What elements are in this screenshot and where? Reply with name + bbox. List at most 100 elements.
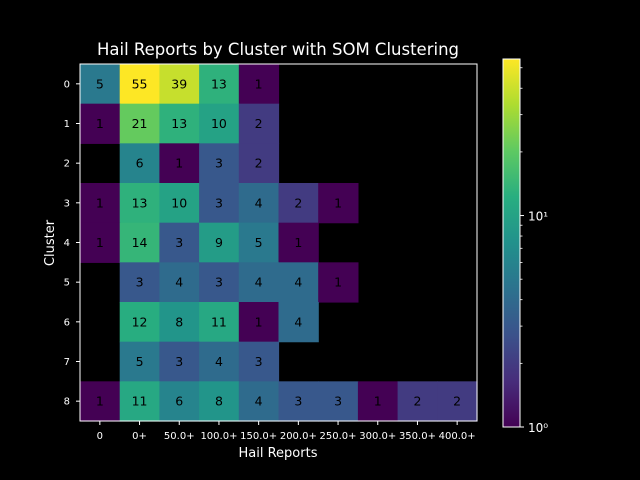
heatmap-cell xyxy=(278,183,319,224)
cell-value-label: 11 xyxy=(211,314,227,329)
colorbar-axis: 10⁰ 10¹ xyxy=(520,67,548,435)
cell-value-label: 4 xyxy=(294,275,302,290)
cell-value-label: 3 xyxy=(215,275,223,290)
cell-value-label: 2 xyxy=(255,156,263,171)
cell-value-label: 3 xyxy=(294,394,302,409)
cell-value-label: 1 xyxy=(255,76,263,91)
cell-value-label: 1 xyxy=(175,156,183,171)
heatmap-cell xyxy=(278,302,319,343)
heatmap-cell xyxy=(119,64,160,105)
x-tick-label: 300.0+ xyxy=(359,431,396,442)
heatmap-cell xyxy=(318,183,359,224)
heatmap-cell xyxy=(159,64,200,105)
cell-value-label: 4 xyxy=(255,275,263,290)
cell-value-label: 1 xyxy=(334,275,342,290)
heatmap-cells: 5 55 39 13 11 21 13 10 26 1 3 21 13 10 3 4 2 11 14 3 9 5 13 4 3 4… xyxy=(80,64,478,422)
cell-value-label: 3 xyxy=(215,195,223,210)
x-tick-label: 400.0+ xyxy=(439,431,476,442)
y-tick-label: 6 xyxy=(64,317,70,328)
heatmap-cell xyxy=(199,262,240,303)
heatmap-cell xyxy=(119,143,160,184)
heatmap-cell xyxy=(397,381,438,422)
y-tick-label: 7 xyxy=(64,357,70,368)
y-tick-label: 1 xyxy=(64,119,70,130)
cell-value-label: 2 xyxy=(453,394,461,409)
heatmap-cell xyxy=(199,103,240,144)
chart-title: Hail Reports by Cluster with SOM Cluster… xyxy=(97,40,459,59)
heatmap-cell xyxy=(278,222,319,263)
cell-value-label: 4 xyxy=(255,195,263,210)
cell-value-label: 21 xyxy=(132,116,148,131)
cell-value-label: 5 xyxy=(255,235,263,250)
heatmap-cell xyxy=(199,341,240,382)
cell-value-label: 8 xyxy=(175,314,183,329)
colorbar xyxy=(502,58,521,428)
cell-value-label: 14 xyxy=(132,235,148,250)
x-tick-label: 200.0+ xyxy=(280,431,317,442)
heatmap-cell xyxy=(159,103,200,144)
y-tick-label: 5 xyxy=(64,278,70,289)
heatmap-cell xyxy=(278,381,319,422)
heatmap-cell xyxy=(119,183,160,224)
cell-value-label: 39 xyxy=(171,76,187,91)
cell-value-label: 3 xyxy=(175,354,183,369)
y-tick-label: 8 xyxy=(64,397,70,408)
cell-value-label: 2 xyxy=(255,116,263,131)
x-tick-label: 250.0+ xyxy=(320,431,357,442)
y-tick-label: 3 xyxy=(64,198,70,209)
y-tick-label: 4 xyxy=(64,238,70,249)
x-tick-label: 0 xyxy=(97,431,103,442)
cell-value-label: 1 xyxy=(96,195,104,210)
heatmap-cell xyxy=(437,381,478,422)
heatmap-cell xyxy=(119,103,160,144)
heatmap-cell xyxy=(159,341,200,382)
heatmap-cell xyxy=(238,302,280,343)
heatmap-cell xyxy=(119,381,160,422)
heatmap-cell xyxy=(238,64,280,105)
heatmap-cell xyxy=(238,341,280,382)
cell-value-label: 10 xyxy=(171,195,187,210)
cell-value-label: 1 xyxy=(96,235,104,250)
cell-value-label: 9 xyxy=(215,235,223,250)
heatmap-cell xyxy=(80,183,121,224)
heatmap-cell xyxy=(159,143,200,184)
x-tick-label: 100.0+ xyxy=(200,431,237,442)
cell-value-label: 1 xyxy=(294,235,302,250)
heatmap-cell xyxy=(199,381,240,422)
heatmap-cell xyxy=(238,262,280,303)
heatmap-cell xyxy=(238,222,280,263)
cell-value-label: 11 xyxy=(132,394,148,409)
cell-value-label: 4 xyxy=(175,275,183,290)
cell-value-label: 1 xyxy=(96,116,104,131)
heatmap-cell xyxy=(159,302,200,343)
heatmap-cell xyxy=(199,302,240,343)
heatmap-cell xyxy=(318,262,359,303)
cell-value-label: 1 xyxy=(96,394,104,409)
colorbar-tick-label: 10⁰ xyxy=(528,421,548,435)
cell-value-label: 4 xyxy=(294,314,302,329)
heatmap-cell xyxy=(278,262,319,303)
cell-value-label: 6 xyxy=(175,394,183,409)
heatmap-cell xyxy=(357,381,399,422)
y-axis: 0 1 2 3 4 5 6 7 8 xyxy=(64,79,80,408)
heatmap-cell xyxy=(238,103,280,144)
cell-value-label: 55 xyxy=(132,76,148,91)
cell-value-label: 13 xyxy=(132,195,148,210)
heatmap-cell xyxy=(80,381,121,422)
heatmap-cell xyxy=(80,222,121,263)
x-tick-label: 0+ xyxy=(132,431,147,442)
cell-value-label: 3 xyxy=(334,394,342,409)
cell-value-label: 8 xyxy=(215,394,223,409)
y-axis-label: Cluster xyxy=(43,219,58,266)
heatmap-cell xyxy=(318,381,359,422)
heatmap-cell xyxy=(119,262,160,303)
cell-value-label: 1 xyxy=(255,314,263,329)
cell-value-label: 5 xyxy=(96,76,104,91)
heatmap-cell xyxy=(119,222,160,263)
heatmap-cell xyxy=(238,143,280,184)
heatmap-cell xyxy=(159,381,200,422)
heatmap-cell xyxy=(80,64,121,105)
cell-value-label: 1 xyxy=(374,394,382,409)
x-tick-label: 350.0+ xyxy=(399,431,436,442)
heatmap-cell xyxy=(119,302,160,343)
